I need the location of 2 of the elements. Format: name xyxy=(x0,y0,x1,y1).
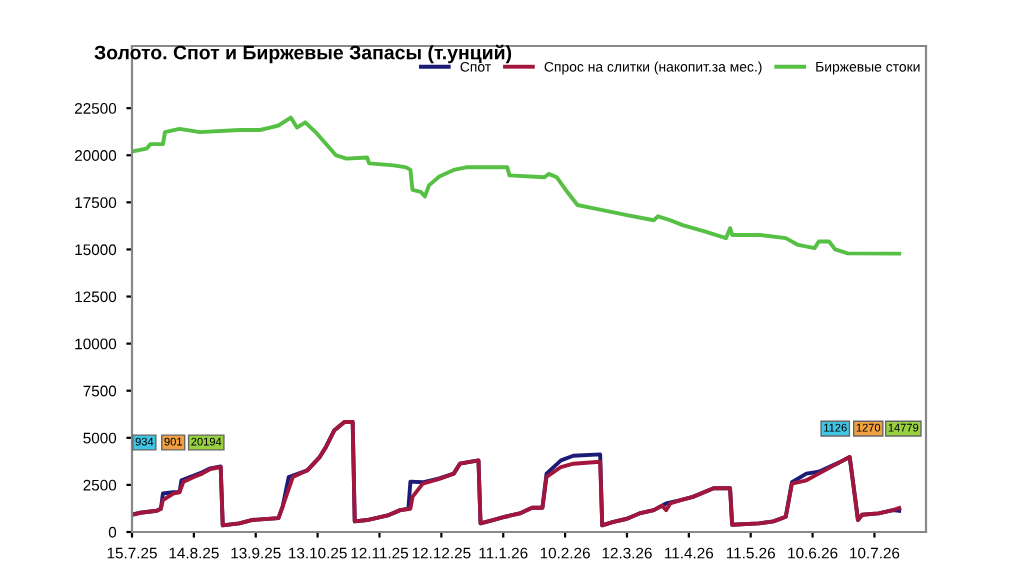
chart-title: Золото. Спот и Биржевые Запасы (т.унций) xyxy=(94,44,512,64)
line-series xyxy=(132,115,902,256)
